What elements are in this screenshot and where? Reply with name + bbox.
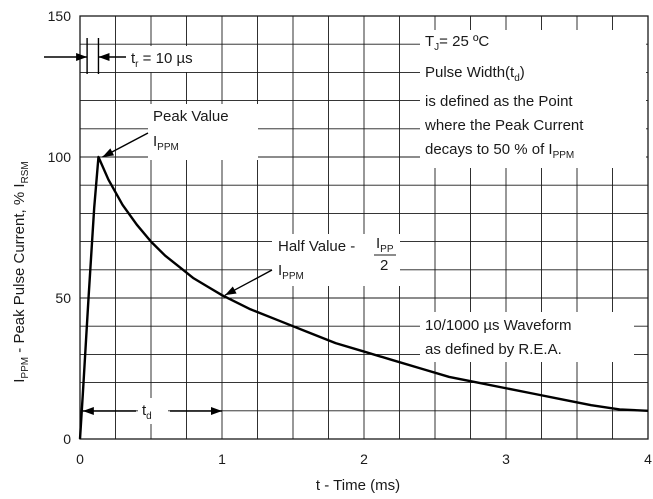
annotation-waveform-line1: 10/1000 µs Waveform <box>425 317 571 334</box>
annotation-half-fraction-denominator: 2 <box>380 257 388 274</box>
rise-time-arrow-out <box>98 53 126 61</box>
x-tick-label: 1 <box>218 451 226 467</box>
annotation-pulse-width-line2: is defined as the Point <box>425 93 573 110</box>
annotation-background <box>126 46 218 72</box>
annotation-pulse-width: Pulse Width(td) <box>425 64 525 84</box>
data-point <box>178 266 180 268</box>
annotation-junction-temp: TJ= 25 ºC <box>425 33 489 53</box>
data-point <box>192 277 194 279</box>
data-point <box>97 156 99 158</box>
x-tick-labels: 0 1 2 3 4 <box>76 451 652 467</box>
y-axis-label: IPPM - Peak Pulse Current, % IRSM <box>11 161 31 382</box>
annotation-waveform-line2: as defined by R.E.A. <box>425 341 562 358</box>
x-axis-label: t - Time (ms) <box>316 477 400 494</box>
data-point <box>647 410 649 412</box>
data-point <box>90 252 92 254</box>
data-point <box>221 294 223 296</box>
annotation-peak-title: Peak Value <box>153 108 229 125</box>
decay-time-arrow-right <box>170 407 222 415</box>
data-point <box>533 393 535 395</box>
data-point <box>107 178 109 180</box>
data-point <box>590 404 592 406</box>
data-point <box>306 331 308 333</box>
data-point <box>82 393 84 395</box>
x-tick-label: 0 <box>76 451 84 467</box>
data-point <box>618 408 620 410</box>
annotation-backgrounds <box>126 30 646 424</box>
annotation-half-fraction-numerator: IPP <box>376 235 394 255</box>
data-point <box>476 381 478 383</box>
annotation-rise-time: tr = 10 µs <box>131 50 193 70</box>
annotation-background <box>420 312 634 362</box>
annotation-background <box>420 30 646 168</box>
annotation-arrows <box>44 38 273 415</box>
data-point <box>93 207 95 209</box>
data-point <box>121 204 123 206</box>
data-point <box>84 345 86 347</box>
annotation-background <box>272 234 400 286</box>
annotation-pulse-width-line4: decays to 50 % of IPPM <box>425 141 574 161</box>
data-point <box>87 297 89 299</box>
data-point <box>136 223 138 225</box>
annotation-decay-time: td <box>142 402 152 422</box>
data-point <box>448 376 450 378</box>
data-point <box>278 319 280 321</box>
annotation-background <box>138 398 168 424</box>
annotation-half-title: Half Value - <box>278 238 355 255</box>
y-tick-label: 0 <box>63 431 71 447</box>
data-point <box>562 398 564 400</box>
data-point <box>207 286 209 288</box>
y-tick-labels: 0 50 100 150 <box>48 8 72 447</box>
data-point <box>150 240 152 242</box>
data-point <box>334 342 336 344</box>
x-tick-label: 4 <box>644 451 652 467</box>
y-tick-label: 100 <box>48 149 72 165</box>
annotation-half-label: IPPM <box>278 262 304 282</box>
series-line <box>78 155 649 440</box>
annotation-pulse-width-line3: where the Peak Current <box>424 117 584 134</box>
plot-frame <box>79 15 649 440</box>
rise-time-arrow-in <box>44 53 88 61</box>
y-tick-label: 50 <box>55 290 71 306</box>
peak-value-arrow <box>102 132 149 158</box>
data-point <box>249 308 251 310</box>
data-point <box>420 367 422 369</box>
annotation-background <box>148 104 258 160</box>
data-point <box>505 387 507 389</box>
data-point <box>79 438 81 440</box>
data-point <box>164 255 166 257</box>
decay-time-arrow-left <box>82 407 136 415</box>
x-tick-label: 2 <box>360 451 368 467</box>
data-point <box>363 350 365 352</box>
y-tick-label: 150 <box>48 8 72 24</box>
annotation-peak-label: IPPM <box>153 133 179 153</box>
data-point <box>391 359 393 361</box>
x-tick-label: 3 <box>502 451 510 467</box>
half-value-arrow <box>224 269 273 296</box>
